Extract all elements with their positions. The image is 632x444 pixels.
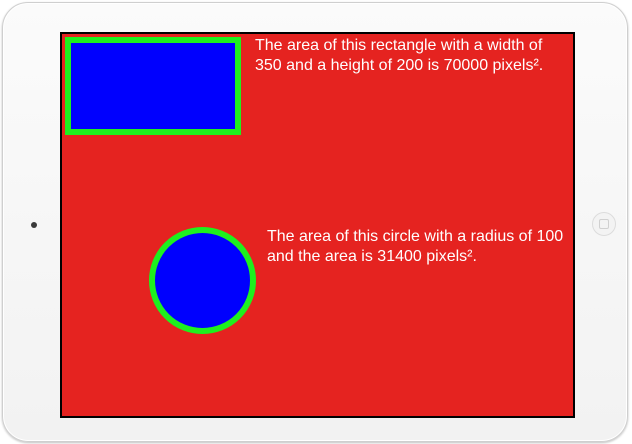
drawing-canvas: The area of this rectangle with a width … xyxy=(62,34,573,416)
circle-caption: The area of this circle with a radius of… xyxy=(267,228,564,265)
rectangle-caption: The area of this rectangle with a width … xyxy=(255,37,544,74)
circle-shape xyxy=(149,227,256,334)
camera-icon xyxy=(31,222,37,228)
rectangle-shape xyxy=(65,37,241,135)
home-button[interactable] xyxy=(592,212,616,236)
screen: The area of this rectangle with a width … xyxy=(60,32,575,418)
